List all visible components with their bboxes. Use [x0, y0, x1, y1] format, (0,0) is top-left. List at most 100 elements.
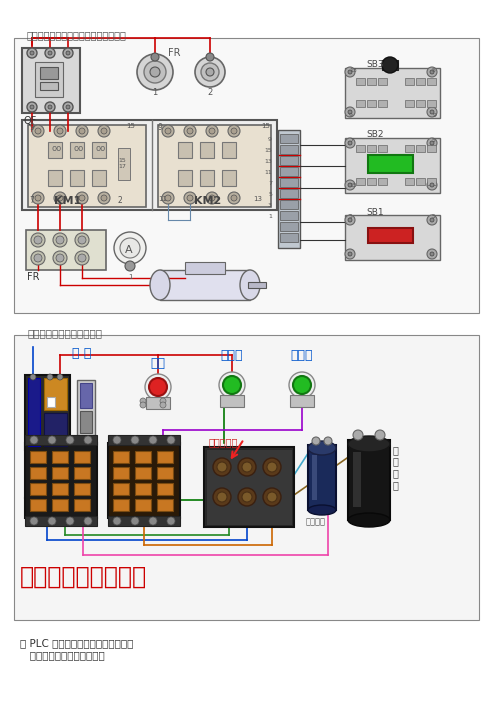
Bar	[146, 397, 170, 409]
Text: 逆启动: 逆启动	[290, 349, 312, 362]
Circle shape	[427, 249, 437, 259]
Text: oo: oo	[74, 144, 84, 153]
Circle shape	[30, 374, 36, 380]
Circle shape	[324, 437, 332, 445]
Bar	[80, 411, 92, 433]
Bar	[25, 443, 97, 518]
Circle shape	[75, 233, 89, 247]
Bar	[157, 499, 173, 511]
Circle shape	[31, 233, 45, 247]
Circle shape	[348, 218, 352, 222]
Circle shape	[289, 372, 315, 398]
Circle shape	[345, 138, 355, 148]
Bar	[248, 282, 266, 288]
Circle shape	[76, 192, 88, 204]
Bar	[52, 499, 68, 511]
Bar	[113, 467, 129, 479]
Circle shape	[223, 376, 241, 394]
Circle shape	[242, 492, 252, 502]
Bar	[157, 451, 173, 463]
Bar	[356, 78, 365, 85]
Text: SB1: SB1	[366, 208, 384, 217]
Bar	[35, 62, 63, 97]
Bar	[178, 142, 192, 158]
Ellipse shape	[348, 513, 390, 527]
Bar	[280, 167, 298, 176]
Circle shape	[430, 70, 434, 74]
Circle shape	[231, 195, 237, 201]
Text: 电机接线盒: 电机接线盒	[209, 437, 239, 447]
Circle shape	[54, 192, 66, 204]
Bar	[308, 445, 336, 510]
Bar	[416, 100, 425, 107]
Circle shape	[160, 402, 166, 408]
Circle shape	[63, 48, 73, 58]
Bar	[427, 100, 436, 107]
Circle shape	[263, 458, 281, 476]
Bar	[378, 78, 387, 85]
Bar	[280, 222, 298, 231]
Bar	[48, 170, 62, 186]
Bar	[92, 142, 106, 158]
Bar	[290, 395, 314, 407]
Circle shape	[195, 57, 225, 87]
Text: QF: QF	[23, 116, 36, 126]
Text: 7: 7	[268, 181, 272, 186]
Circle shape	[57, 195, 63, 201]
Circle shape	[184, 125, 196, 137]
Circle shape	[137, 54, 173, 90]
Circle shape	[84, 436, 92, 444]
Circle shape	[54, 125, 66, 137]
Text: 7: 7	[349, 138, 353, 143]
Text: 1: 1	[268, 214, 272, 219]
Text: 7: 7	[29, 196, 34, 205]
Text: oo: oo	[96, 144, 106, 153]
Bar	[280, 134, 298, 143]
Bar	[25, 375, 70, 450]
Circle shape	[150, 67, 160, 77]
Text: 5: 5	[432, 68, 436, 73]
Bar	[47, 397, 55, 407]
Bar	[405, 178, 414, 185]
Bar	[74, 467, 90, 479]
Bar	[70, 170, 84, 186]
Bar	[113, 499, 129, 511]
Text: 1: 1	[152, 88, 157, 97]
Bar	[416, 145, 425, 152]
Text: SB3: SB3	[366, 60, 384, 69]
Circle shape	[151, 53, 159, 61]
Bar	[28, 125, 146, 207]
Text: 启
动
电
容: 启 动 电 容	[393, 445, 399, 490]
Circle shape	[56, 254, 64, 262]
Bar	[222, 142, 236, 158]
Circle shape	[34, 236, 42, 244]
Text: 13: 13	[253, 196, 262, 202]
Circle shape	[345, 107, 355, 117]
Ellipse shape	[348, 436, 390, 452]
Bar	[44, 378, 67, 410]
Circle shape	[48, 51, 52, 55]
Circle shape	[45, 48, 55, 58]
Text: 15: 15	[261, 123, 270, 129]
Circle shape	[165, 195, 171, 201]
Bar	[92, 170, 106, 186]
Circle shape	[66, 51, 70, 55]
Text: 1: 1	[128, 274, 132, 280]
Bar	[77, 380, 95, 440]
Circle shape	[348, 183, 352, 187]
Circle shape	[131, 436, 139, 444]
Text: 2: 2	[207, 88, 212, 97]
Text: 9: 9	[29, 123, 34, 132]
Text: 5: 5	[349, 214, 353, 219]
Text: 13: 13	[349, 68, 357, 73]
Ellipse shape	[150, 270, 170, 300]
Bar	[108, 516, 180, 526]
Circle shape	[209, 128, 215, 134]
Bar	[70, 142, 84, 158]
Bar	[427, 145, 436, 152]
Bar	[160, 270, 250, 300]
Circle shape	[125, 261, 135, 271]
Circle shape	[209, 195, 215, 201]
Circle shape	[35, 195, 41, 201]
Bar	[135, 483, 151, 495]
